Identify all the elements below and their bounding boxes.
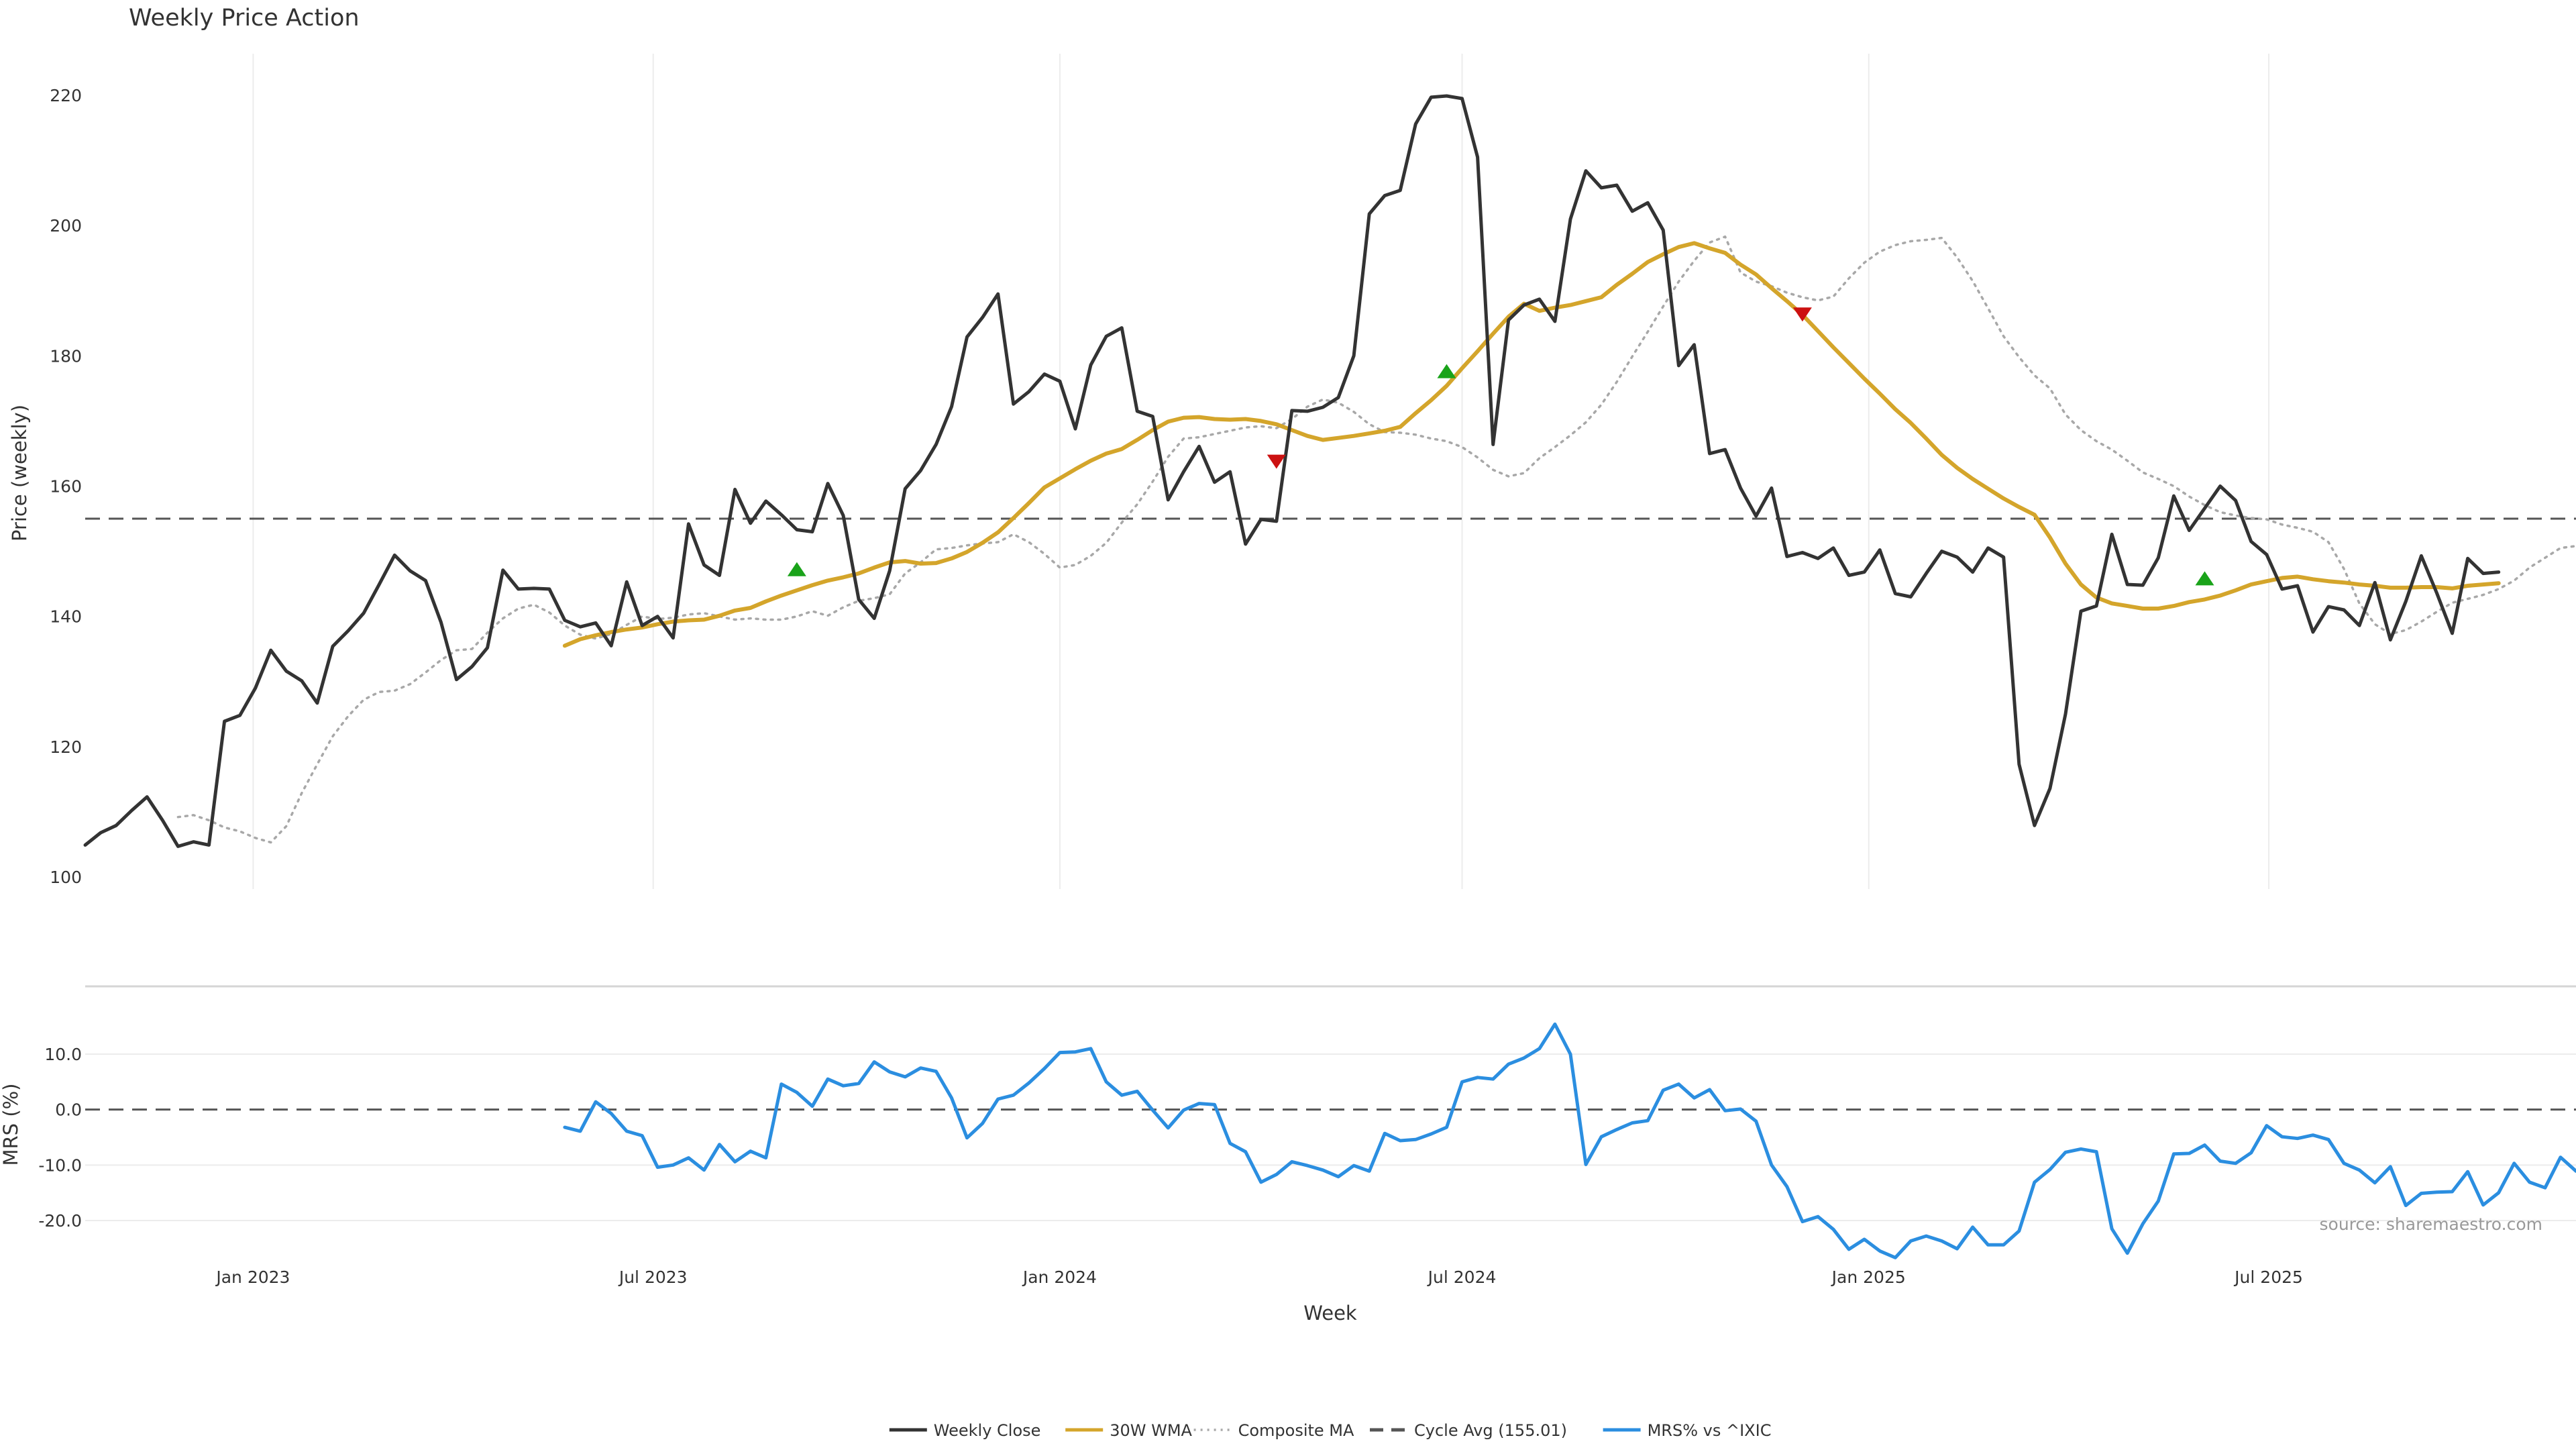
x-tick-label-jul-2023: Jul 2023 xyxy=(618,1267,688,1287)
x-axis-title: Week xyxy=(1303,1302,1357,1325)
mrs-y-tick-label: -20.0 xyxy=(38,1211,82,1231)
mrs-y-tick-label: 0.0 xyxy=(55,1100,82,1120)
price-y-tick-label: 140 xyxy=(50,607,82,627)
source-text: source: sharemaestro.com xyxy=(2320,1214,2543,1234)
series-mrs-vs-ixic xyxy=(563,1022,2576,1259)
price-y-axis-title: Price (weekly) xyxy=(8,405,31,541)
signal-down-marker xyxy=(1792,307,1812,322)
x-tick-label-jan-2025: Jan 2025 xyxy=(1831,1267,1906,1287)
series-30w-wma xyxy=(562,241,2501,648)
price-y-tick-label: 160 xyxy=(50,477,82,497)
legend-label-mrs-vs-ixic: MRS% vs ^IXIC xyxy=(1648,1421,1772,1440)
mrs-y-axis-title: MRS (%) xyxy=(0,1084,22,1166)
chart-title: Weekly Price Action xyxy=(129,5,360,32)
signal-up-marker xyxy=(2195,571,2214,586)
legend-label-30w-wma: 30W WMA xyxy=(1110,1421,1192,1440)
legend-label-cycle-avg-155-01: Cycle Avg (155.01) xyxy=(1414,1421,1567,1440)
price-y-tick-label: 120 xyxy=(50,737,82,757)
x-tick-label-jul-2025: Jul 2025 xyxy=(2233,1267,2303,1287)
x-tick-label-jan-2023: Jan 2023 xyxy=(215,1267,290,1287)
price-y-tick-label: 200 xyxy=(50,216,82,236)
series-weekly-close xyxy=(83,94,2501,848)
price-y-tick-label: 220 xyxy=(50,86,82,105)
x-tick-label-jan-2024: Jan 2024 xyxy=(1022,1267,1097,1287)
legend-label-weekly-close: Weekly Close xyxy=(934,1421,1041,1440)
mrs-y-tick-label: -10.0 xyxy=(38,1155,82,1175)
price-y-tick-label: 100 xyxy=(50,868,82,887)
legend-label-composite-ma: Composite MA xyxy=(1238,1421,1354,1440)
series-composite-ma xyxy=(176,235,2576,844)
signal-down-marker xyxy=(1267,454,1286,469)
mrs-y-tick-label: 10.0 xyxy=(44,1045,82,1064)
x-tick-label-jul-2024: Jul 2024 xyxy=(1427,1267,1497,1287)
signal-up-marker xyxy=(787,562,806,576)
price-y-tick-label: 180 xyxy=(50,346,82,366)
signal-up-marker xyxy=(1437,364,1456,378)
